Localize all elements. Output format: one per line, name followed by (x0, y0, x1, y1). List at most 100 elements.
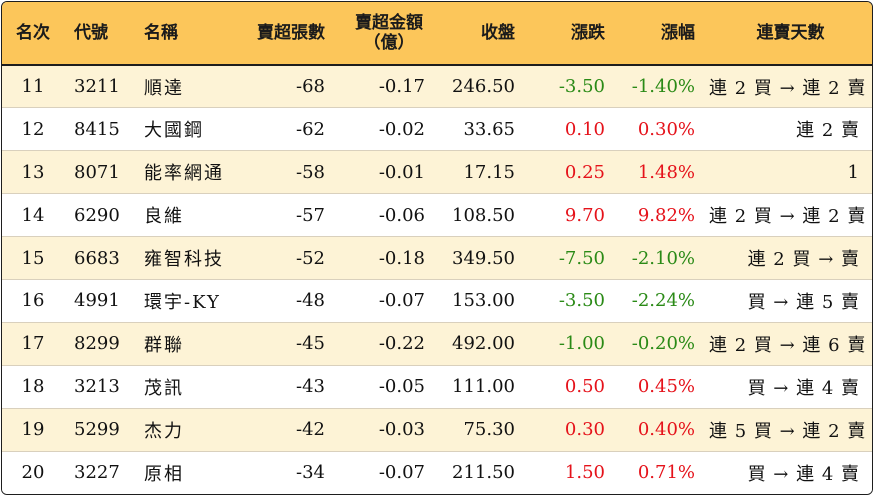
cell-sell-amount: -0.18 (378, 247, 425, 269)
table-row[interactable]: 13 8071 能率網通 -58 -0.01 17.15 0.25 1.48% 1 (2, 150, 872, 194)
cell-change-pct: -1.40% (631, 76, 695, 98)
cell-name: 原相 (144, 463, 184, 485)
cell-name: 良維 (144, 206, 184, 228)
table-row[interactable]: 15 6683 雍智科技 -52 -0.18 349.50 -7.50 -2.10% 連 2 買… (2, 236, 872, 280)
header-sell-lots[interactable]: 賣超張數 (239, 2, 339, 66)
cell-change: -7.50 (558, 247, 605, 269)
cell-sell-lots: -42 (296, 419, 325, 441)
cell-rank: 19 (21, 419, 45, 441)
cell-streak: 連 2 買 → 連 2 賣 (709, 77, 867, 99)
cell-code: 8299 (74, 333, 120, 355)
cell-change-pct: -2.24% (631, 290, 695, 312)
cell-code: 8071 (74, 161, 120, 183)
cell-code: 8415 (74, 118, 120, 140)
table-row[interactable]: 16 4991 環宇-KY -48 -0.07 153.00 -3.50 -2.24% 買 → … (2, 279, 872, 323)
cell-streak: 1 (847, 161, 860, 183)
cell-sell-amount: -0.07 (378, 290, 425, 312)
cell-name: 茂訊 (144, 377, 184, 399)
cell-change-pct: 0.71% (637, 462, 695, 484)
cell-name: 環宇-KY (144, 291, 221, 313)
table-row[interactable]: 17 8299 群聯 -45 -0.22 492.00 -1.00 -0.20% 連 2 買 →… (2, 322, 872, 366)
cell-streak: 買 → 連 5 賣 (747, 291, 860, 313)
header-rank[interactable]: 名次 (2, 2, 64, 66)
header-code[interactable]: 代號 (64, 2, 134, 66)
cell-change-pct: -2.10% (631, 247, 695, 269)
cell-close: 153.00 (452, 290, 515, 312)
cell-sell-amount: -0.06 (378, 204, 425, 226)
cell-close: 492.00 (452, 333, 515, 355)
table-row[interactable]: 14 6290 良維 -57 -0.06 108.50 9.70 9.82% 連 2 買 → 連… (2, 193, 872, 237)
cell-close: 349.50 (452, 247, 515, 269)
cell-name: 杰力 (144, 420, 184, 442)
cell-close: 75.30 (463, 419, 515, 441)
cell-close: 246.50 (452, 76, 515, 98)
cell-close: 17.15 (463, 161, 515, 183)
cell-code: 4991 (74, 290, 120, 312)
cell-change: 0.25 (564, 161, 605, 183)
cell-code: 5299 (74, 419, 120, 441)
cell-change: -3.50 (558, 76, 605, 98)
cell-change-pct: 0.45% (637, 376, 695, 398)
cell-code: 3213 (74, 376, 120, 398)
cell-change: 0.10 (564, 118, 605, 140)
table-row[interactable]: 12 8415 大國鋼 -62 -0.02 33.65 0.10 0.30% 連 2 賣 (2, 107, 872, 151)
cell-close: 111.00 (452, 376, 515, 398)
table-row[interactable]: 19 5299 杰力 -42 -0.03 75.30 0.30 0.40% 連 5 買 → 連 … (2, 408, 872, 452)
cell-sell-amount: -0.22 (378, 333, 425, 355)
cell-code: 3227 (74, 462, 120, 484)
cell-rank: 16 (21, 290, 45, 312)
cell-streak: 連 2 買 → 連 6 賣 (709, 334, 867, 356)
header-change[interactable]: 漲跌 (529, 2, 619, 66)
cell-code: 6683 (74, 247, 120, 269)
cell-sell-lots: -48 (296, 290, 325, 312)
cell-change: -3.50 (558, 290, 605, 312)
header-sell-amount[interactable]: 賣超金額 （億） (339, 2, 439, 66)
header-change-pct[interactable]: 漲幅 (619, 2, 709, 66)
cell-sell-lots: -58 (296, 161, 325, 183)
cell-close: 108.50 (452, 204, 515, 226)
cell-streak: 連 5 買 → 連 2 賣 (709, 420, 867, 442)
cell-rank: 12 (21, 118, 45, 140)
cell-sell-amount: -0.02 (378, 118, 425, 140)
cell-streak: 買 → 連 4 賣 (747, 463, 860, 485)
cell-streak: 連 2 賣 (796, 120, 860, 142)
cell-rank: 13 (21, 161, 45, 183)
header-name[interactable]: 名稱 (134, 2, 239, 66)
table-row[interactable]: 11 3211 順達 -68 -0.17 246.50 -3.50 -1.40% 連 2 買 →… (2, 65, 872, 108)
cell-name: 順達 (144, 77, 184, 99)
cell-change: 0.30 (564, 419, 605, 441)
cell-change: 1.50 (564, 462, 605, 484)
table-body: 11 3211 順達 -68 -0.17 246.50 -3.50 -1.40% 連 2 買 →… (2, 65, 872, 494)
cell-rank: 14 (21, 204, 45, 226)
cell-sell-lots: -68 (296, 76, 325, 98)
cell-sell-amount: -0.07 (378, 462, 425, 484)
cell-streak: 連 2 買 → 賣 (747, 249, 860, 270)
cell-streak: 連 2 買 → 連 2 賣 (709, 206, 867, 228)
header-streak[interactable]: 連賣天數 (709, 2, 872, 66)
cell-close: 211.50 (452, 462, 515, 484)
cell-sell-lots: -45 (296, 333, 325, 355)
table-row[interactable]: 20 3227 原相 -34 -0.07 211.50 1.50 0.71% 買 → 連 4 賣 (2, 451, 872, 494)
header-close[interactable]: 收盤 (439, 2, 529, 66)
cell-change-pct: 0.30% (637, 118, 695, 140)
cell-close: 33.65 (463, 118, 515, 140)
table-row[interactable]: 18 3213 茂訊 -43 -0.05 111.00 0.50 0.45% 買 → 連 4 賣 (2, 365, 872, 409)
cell-code: 6290 (74, 204, 120, 226)
cell-change-pct: 9.82% (637, 204, 695, 226)
cell-sell-lots: -34 (296, 462, 325, 484)
cell-sell-amount: -0.01 (378, 161, 425, 183)
header-sell-amount-line2: （億） (363, 33, 415, 53)
cell-sell-amount: -0.03 (378, 419, 425, 441)
header-row: 名次 代號 名稱 賣超張數 賣超金額 （億） 收盤 漲跌 漲幅 連賣天數 (2, 2, 872, 66)
cell-change-pct: 1.48% (637, 161, 695, 183)
cell-change: 9.70 (564, 204, 605, 226)
cell-change-pct: -0.20% (631, 333, 695, 355)
cell-change: 0.50 (564, 376, 605, 398)
cell-change: -1.00 (558, 333, 605, 355)
cell-sell-lots: -57 (296, 204, 325, 226)
cell-rank: 11 (21, 76, 45, 98)
cell-sell-amount: -0.05 (378, 376, 425, 398)
cell-sell-lots: -62 (296, 118, 325, 140)
